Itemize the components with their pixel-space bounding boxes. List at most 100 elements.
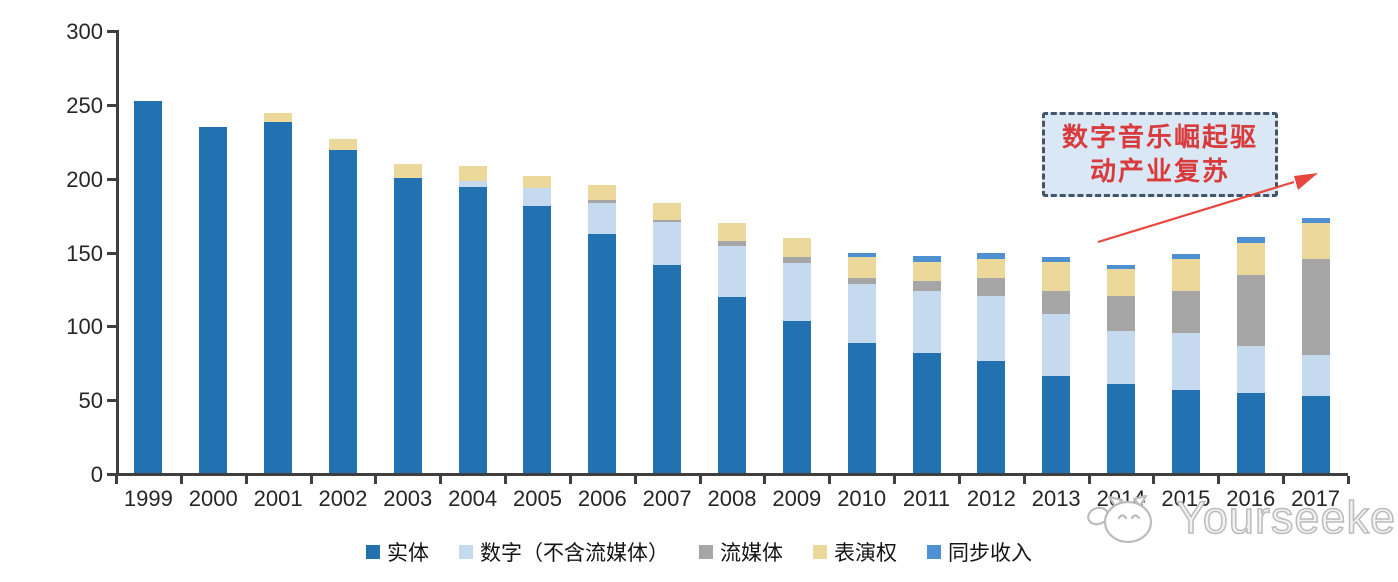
x-axis-label-2006: 2006 bbox=[577, 486, 627, 511]
x-axis-tick bbox=[568, 476, 572, 484]
yourseeker-logo-icon bbox=[1087, 494, 1153, 544]
y-axis-tick-label: 250 bbox=[66, 92, 103, 118]
x-axis-label-2002: 2002 bbox=[318, 486, 368, 511]
bar-segment-2011 bbox=[912, 291, 941, 354]
legend-label: 实体 bbox=[387, 541, 429, 565]
x-axis-tick bbox=[957, 476, 961, 484]
x-axis-label-2016: 2016 bbox=[1226, 486, 1276, 511]
legend-item: 同步收入 bbox=[927, 537, 1032, 567]
x-axis-label-2007: 2007 bbox=[642, 486, 692, 511]
x-axis-tick bbox=[1347, 476, 1350, 484]
bar-segment-2016 bbox=[1236, 346, 1265, 394]
bar-segment-2016 bbox=[1236, 275, 1265, 346]
annotation-callout: 数字音乐崛起驱 动产业复苏 bbox=[1042, 112, 1278, 197]
x-axis-tick bbox=[698, 476, 702, 484]
legend-item: 数字（不含流媒体） bbox=[459, 537, 669, 567]
y-axis-tick bbox=[107, 473, 116, 476]
y-axis-tick-label: 200 bbox=[66, 166, 103, 192]
bar-segment-2005 bbox=[523, 188, 552, 206]
bar-segment-2015 bbox=[1171, 332, 1200, 391]
legend-swatch bbox=[459, 545, 473, 559]
y-axis-tick-label: 300 bbox=[66, 19, 103, 44]
x-axis-tick bbox=[244, 476, 248, 484]
bar-segment-2013 bbox=[1042, 261, 1071, 292]
bar-segment-2010 bbox=[847, 283, 876, 344]
x-axis-label-2010: 2010 bbox=[837, 486, 887, 511]
bar-segment-2012 bbox=[977, 258, 1006, 279]
bar-segment-2016 bbox=[1236, 242, 1265, 276]
x-axis-tick bbox=[374, 476, 378, 484]
legend-item: 流媒体 bbox=[699, 537, 783, 567]
bar-segment-2015 bbox=[1171, 258, 1200, 292]
bar-segment-2009 bbox=[782, 257, 811, 264]
x-axis-label-2009: 2009 bbox=[772, 486, 822, 511]
bar-segment-2014 bbox=[1107, 264, 1136, 270]
legend-item: 表演权 bbox=[813, 537, 897, 567]
y-axis-tick-label: 100 bbox=[66, 314, 103, 340]
y-axis-tick bbox=[107, 30, 116, 33]
x-axis-tick bbox=[1022, 476, 1026, 484]
bar-segment-2012 bbox=[977, 278, 1006, 296]
bar-segment-2001 bbox=[264, 112, 293, 122]
x-axis-label-2013: 2013 bbox=[1031, 486, 1081, 511]
bar-segment-2005 bbox=[523, 176, 552, 188]
bar-segment-2014 bbox=[1107, 331, 1136, 385]
bar-segment-2003 bbox=[393, 177, 422, 473]
legend-item: 实体 bbox=[366, 537, 429, 567]
y-axis-tick bbox=[107, 325, 116, 329]
legend-label: 数字（不含流媒体） bbox=[480, 541, 669, 565]
y-axis-line bbox=[116, 30, 119, 476]
watermark-text: Yourseeker bbox=[1175, 491, 1398, 544]
x-axis-label-2017: 2017 bbox=[1291, 486, 1341, 511]
y-axis-tick bbox=[107, 177, 116, 181]
x-axis-tick bbox=[1087, 476, 1091, 484]
x-axis-tick bbox=[504, 476, 508, 484]
x-axis-tick bbox=[633, 476, 637, 484]
bar-segment-2004 bbox=[458, 186, 487, 473]
legend-swatch bbox=[366, 545, 380, 559]
annotation-text-line2: 动产业复苏 bbox=[1089, 156, 1230, 186]
bar-segment-2003 bbox=[393, 164, 422, 178]
y-axis-tick bbox=[107, 399, 116, 403]
bar-segment-2014 bbox=[1107, 269, 1136, 296]
x-axis-label-2011: 2011 bbox=[902, 486, 951, 511]
bar-segment-2015 bbox=[1171, 291, 1200, 333]
bar-segment-2008 bbox=[718, 245, 746, 298]
bar-segment-2012 bbox=[977, 252, 1006, 259]
x-axis-tick bbox=[179, 476, 183, 484]
bar-segment-1999 bbox=[134, 100, 163, 473]
bar-segment-2008 bbox=[718, 223, 746, 242]
bar-segment-2004 bbox=[458, 165, 487, 181]
legend-label: 同步收入 bbox=[948, 541, 1032, 565]
x-axis-label-2015: 2015 bbox=[1161, 486, 1211, 511]
bar-segment-2008 bbox=[718, 297, 746, 473]
bar-segment-2005 bbox=[523, 205, 552, 473]
x-axis-tick bbox=[115, 476, 118, 484]
x-axis-label-2003: 2003 bbox=[383, 486, 433, 511]
x-axis-label-2005: 2005 bbox=[512, 486, 562, 511]
bar-segment-2015 bbox=[1171, 390, 1200, 473]
bar-segment-2006 bbox=[588, 199, 617, 203]
bar-segment-2016 bbox=[1236, 393, 1265, 473]
y-axis-tick-label: 0 bbox=[90, 462, 103, 487]
x-axis-label-2001: 2001 bbox=[253, 486, 303, 511]
bar-segment-2004 bbox=[458, 180, 487, 187]
bar-segment-2009 bbox=[782, 238, 811, 258]
bar-segment-2014 bbox=[1107, 384, 1136, 473]
bar-segment-2017 bbox=[1301, 396, 1330, 473]
bar-segment-2011 bbox=[912, 255, 941, 262]
bar-segment-2013 bbox=[1042, 375, 1071, 473]
watermark: Yourseeker bbox=[1082, 490, 1398, 548]
y-axis-tick bbox=[107, 103, 116, 107]
bar-segment-2014 bbox=[1107, 295, 1136, 332]
bar-segment-2007 bbox=[653, 220, 682, 222]
bar-segment-2000 bbox=[199, 127, 228, 473]
legend-label: 流媒体 bbox=[720, 541, 783, 565]
bar-segment-2002 bbox=[328, 139, 357, 150]
bar-segment-2006 bbox=[588, 202, 617, 234]
x-axis-line bbox=[116, 473, 1348, 476]
bar-segment-2010 bbox=[847, 278, 876, 284]
x-axis-label-2012: 2012 bbox=[966, 486, 1016, 511]
legend: 实体 数字（不含流媒体） 流媒体 表演权 同步收入 bbox=[0, 537, 1398, 567]
